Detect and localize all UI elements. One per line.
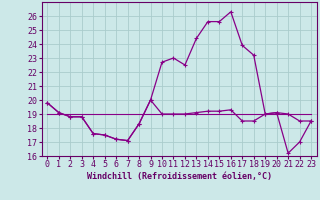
X-axis label: Windchill (Refroidissement éolien,°C): Windchill (Refroidissement éolien,°C) xyxy=(87,172,272,181)
